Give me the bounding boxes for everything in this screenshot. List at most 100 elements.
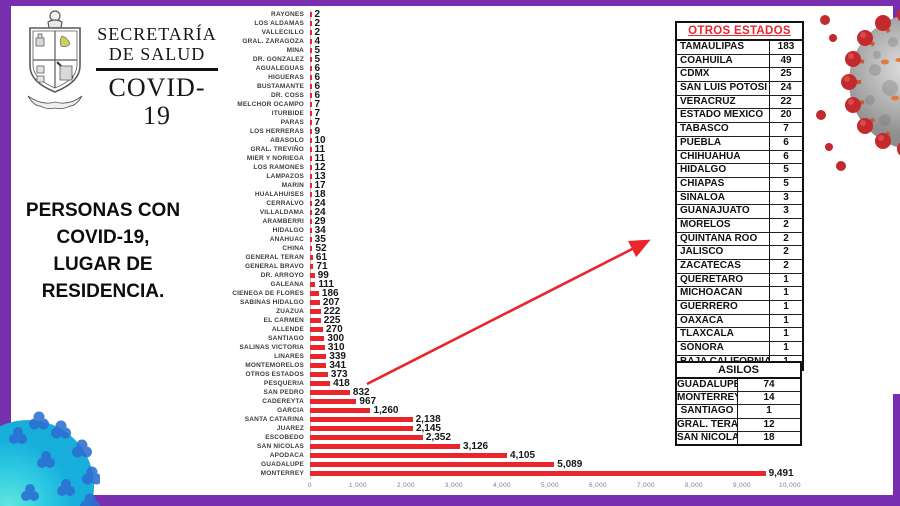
asilos-header: ASILOS (677, 363, 800, 379)
chart-row: HUALAHUISES 18 (222, 190, 794, 200)
value-label: 7 (314, 117, 321, 128)
bar (310, 425, 413, 432)
table-cell-name: CHIHUAHUA (677, 150, 770, 164)
category-label: GARCIA (277, 407, 304, 414)
table-row: VERACRUZ 22 (677, 95, 802, 110)
category-label: MONTEMORELOS (245, 362, 304, 369)
table-cell-name: GUERRERO (677, 301, 770, 314)
chart-row: AGUALEGUAS 6 (222, 64, 794, 74)
value-label: 61 (315, 252, 328, 263)
table-cell-value: 14 (763, 392, 775, 404)
brand-divider (96, 68, 218, 71)
table-row: SANTIAGO 1 (677, 405, 800, 419)
chart-row: GUADALUPE 5,089 (222, 460, 794, 470)
table-row: QUERETARO 1 (677, 273, 802, 288)
bar (310, 128, 312, 135)
x-tick-label: 9,000 (733, 482, 751, 489)
value-label: 207 (322, 297, 340, 308)
table-cell-value: 6 (783, 136, 789, 148)
value-label: 71 (316, 261, 328, 272)
category-label: GENERAL BRAVO (244, 263, 304, 270)
table-cell-value: 6 (783, 150, 789, 162)
chart-row: VALLECILLO 2 (222, 27, 794, 38)
bar (310, 344, 325, 351)
chart-row: DR. ARROYO 99 (222, 271, 794, 281)
category-label: OTROS ESTADOS (245, 371, 304, 378)
category-label: BUSTAMANTE (256, 83, 304, 90)
value-label: 10 (314, 135, 326, 146)
x-tick-label: 8,000 (685, 482, 703, 489)
category-label: ANAHUAC (269, 236, 304, 243)
value-label: 29 (314, 216, 326, 227)
category-label: LOS HERRERAS (249, 128, 304, 135)
chart-row: OTROS ESTADOS 373 (222, 370, 794, 380)
title-line-4: RESIDENCIA. (41, 281, 165, 302)
category-label: SABINAS HIDALGO (239, 299, 304, 306)
category-label: HUALAHUISES (254, 191, 304, 198)
value-label: 310 (327, 342, 345, 353)
value-label: 7 (314, 99, 321, 110)
table-row: TAMAULIPAS 183 (677, 41, 802, 55)
bar (310, 452, 508, 459)
value-label: 222 (323, 306, 341, 317)
brand-text: SECRETARÍA DE SALUD COVID-19 (96, 24, 218, 130)
bar (310, 317, 321, 324)
x-axis: 0 1,000 2,000 3,000 4,000 5,000 6,000 7,000 8,00… (222, 482, 801, 496)
table-cell-value: 22 (780, 95, 792, 107)
value-label: 418 (333, 378, 350, 389)
bar (310, 362, 327, 369)
value-label: 13 (314, 171, 326, 182)
category-label: ABASOLO (270, 137, 304, 144)
bar (310, 110, 312, 117)
value-label: 2 (314, 27, 321, 38)
table-row: JALISCO 2 (677, 246, 802, 260)
value-label: 17 (314, 180, 326, 191)
chart-row: VILLALDAMA 24 (222, 208, 794, 218)
value-label: 4,105 (510, 450, 536, 461)
value-label: 2,138 (415, 414, 441, 425)
bar (310, 173, 312, 180)
value-label: 341 (329, 360, 347, 371)
chart-row: SAN PEDRO 832 (222, 388, 794, 398)
table-row: TABASCO 7 (677, 123, 802, 137)
brand-program: COVID-19 (108, 73, 206, 130)
chart-row: ABASOLO 10 (222, 135, 794, 146)
bar (310, 353, 327, 360)
table-cell-value: 49 (780, 54, 792, 66)
table-cell-name: HIDALGO (677, 164, 770, 177)
chart-row: GARCIA 1,260 (222, 405, 794, 416)
chart-row: MIER Y NORIEGA 11 (222, 153, 794, 164)
category-label: APODACA (269, 452, 304, 459)
value-label: 11 (314, 153, 326, 164)
bar (310, 290, 319, 297)
chart-row: MONTEMORELOS 341 (222, 360, 794, 371)
value-label: 52 (315, 243, 327, 254)
value-label: 9,491 (768, 468, 794, 479)
table-row: CHIHUAHUA 6 (677, 150, 802, 165)
chart-row: DR. GONZALEZ 5 (222, 55, 794, 65)
table-cell-value: 74 (763, 379, 775, 390)
category-label: CADEREYTA (262, 398, 304, 405)
table-cell-value: 25 (780, 68, 792, 80)
category-label: DR. COSS (270, 92, 304, 99)
chart-row: PARAS 7 (222, 117, 794, 128)
table-cell-name: TLAXCALA (677, 328, 770, 342)
x-tick-label: 10,000 (779, 482, 801, 489)
table-cell-value: 2 (783, 218, 789, 230)
table-row: MICHOACAN 1 (677, 287, 802, 302)
chart-row: GALEANA 111 (222, 280, 794, 290)
table-cell-value: 1 (766, 405, 772, 417)
table-cell-value: 2 (783, 246, 789, 258)
category-label: MINA (286, 47, 304, 54)
table-cell-name: SINALOA (677, 191, 770, 205)
table-row: ESTADO MEXICO 20 (677, 109, 802, 124)
otros-estados-table: OTROS ESTADOS TAMAULIPAS 183 COAHUILA 49 CDM… (675, 21, 804, 371)
value-label: 34 (314, 225, 326, 236)
value-label: 1,260 (373, 405, 399, 416)
chart-row: HIGUERAS 6 (222, 73, 794, 83)
value-label: 3,126 (463, 441, 489, 452)
table-cell-name: CDMX (677, 68, 770, 82)
value-label: 35 (314, 234, 326, 245)
category-label: RAYONES (271, 11, 304, 18)
bar (310, 227, 312, 234)
